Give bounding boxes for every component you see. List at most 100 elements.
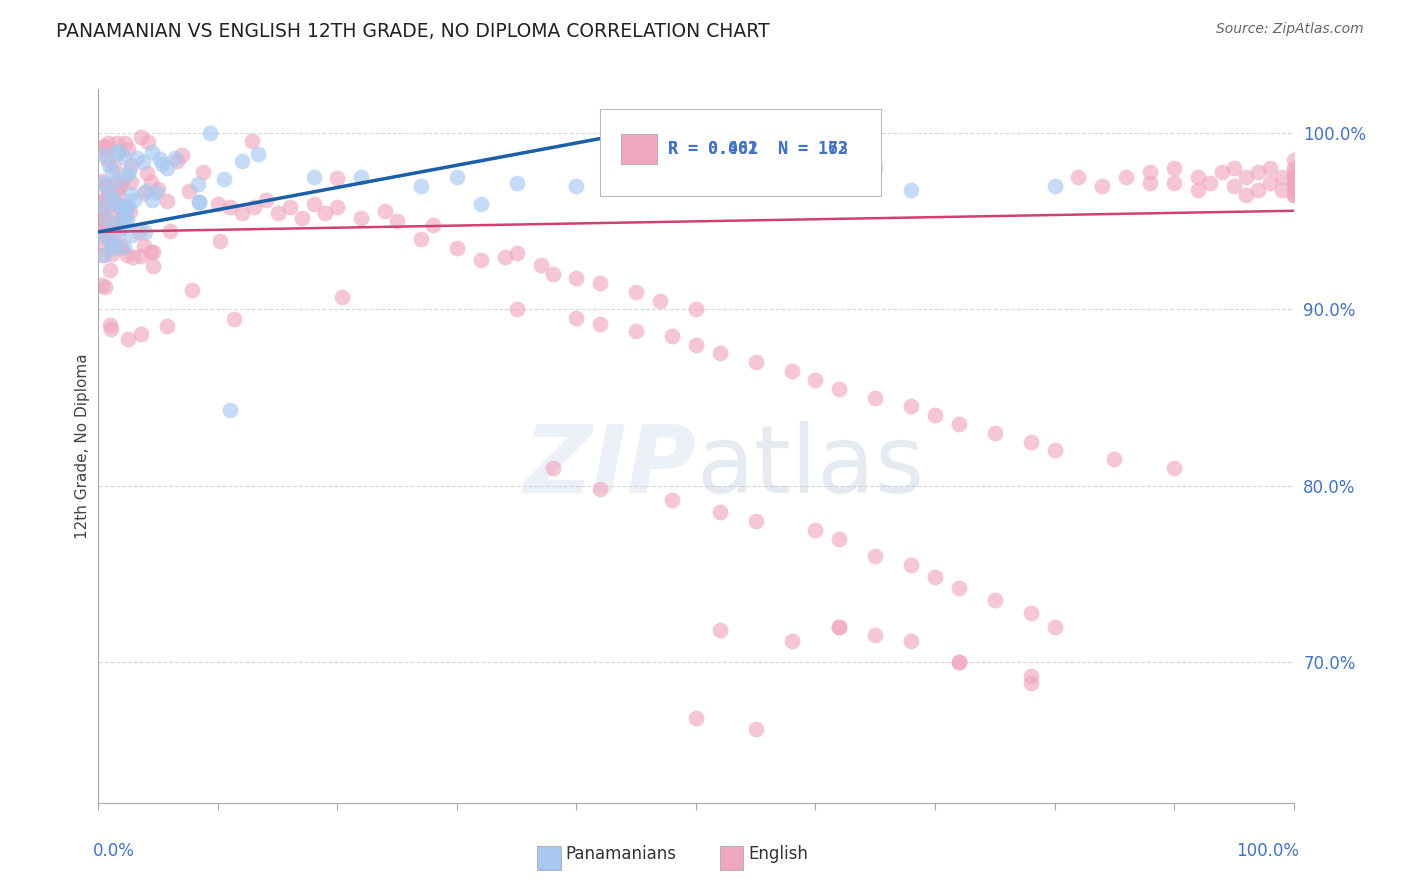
- Point: [191, 165, 214, 179]
- Point: [114, 213, 136, 227]
- Point: [114, 136, 136, 150]
- Text: PANAMANIAN VS ENGLISH 12TH GRADE, NO DIPLOMA CORRELATION CHART: PANAMANIAN VS ENGLISH 12TH GRADE, NO DIP…: [56, 22, 770, 41]
- Point: [141, 145, 163, 160]
- Point: [117, 332, 139, 346]
- Point: [948, 417, 970, 431]
- Point: [804, 179, 827, 194]
- Point: [120, 158, 142, 172]
- Point: [948, 655, 970, 669]
- Point: [1247, 165, 1270, 179]
- Point: [98, 318, 121, 333]
- Point: [117, 199, 139, 213]
- Point: [589, 482, 612, 496]
- Point: [91, 204, 114, 219]
- Point: [411, 179, 433, 194]
- FancyBboxPatch shape: [600, 109, 882, 196]
- Point: [117, 142, 139, 156]
- Y-axis label: 12th Grade, No Diploma: 12th Grade, No Diploma: [75, 353, 90, 539]
- Point: [685, 711, 707, 725]
- Point: [1258, 161, 1281, 176]
- Point: [103, 160, 125, 174]
- Point: [565, 311, 588, 326]
- Point: [1019, 669, 1042, 683]
- Point: [101, 241, 124, 255]
- Point: [446, 170, 468, 185]
- Point: [159, 224, 181, 238]
- Point: [745, 514, 768, 528]
- Point: [1043, 443, 1066, 458]
- Point: [101, 164, 124, 178]
- Point: [1282, 183, 1305, 197]
- Point: [254, 193, 277, 207]
- Point: [155, 161, 177, 175]
- Point: [900, 183, 922, 197]
- Point: [91, 174, 114, 188]
- Point: [103, 191, 125, 205]
- Point: [1187, 183, 1209, 197]
- Point: [278, 200, 301, 214]
- Point: [94, 219, 117, 234]
- Point: [122, 193, 145, 207]
- Point: [172, 148, 194, 162]
- Point: [91, 212, 114, 227]
- Point: [142, 244, 165, 259]
- Point: [139, 244, 162, 259]
- Point: [100, 197, 122, 211]
- Text: atlas: atlas: [696, 421, 924, 514]
- Point: [118, 203, 141, 218]
- Point: [111, 209, 134, 223]
- Point: [105, 174, 128, 188]
- Point: [166, 154, 188, 169]
- Point: [93, 229, 115, 244]
- Point: [1223, 161, 1246, 176]
- Point: [141, 175, 163, 189]
- Point: [148, 182, 170, 196]
- Point: [326, 200, 349, 214]
- Point: [1282, 170, 1305, 185]
- Point: [91, 141, 114, 155]
- Point: [1104, 452, 1126, 467]
- Point: [200, 126, 222, 140]
- Point: [865, 628, 887, 642]
- Point: [93, 248, 115, 262]
- Point: [125, 152, 148, 166]
- Point: [709, 346, 731, 360]
- Point: [231, 154, 253, 169]
- Point: [96, 152, 118, 166]
- Point: [350, 211, 373, 225]
- Point: [91, 225, 114, 239]
- Point: [121, 228, 143, 243]
- Point: [134, 186, 156, 200]
- Point: [648, 293, 672, 308]
- Point: [900, 633, 922, 648]
- Text: ZIP: ZIP: [523, 421, 696, 514]
- Point: [131, 249, 153, 263]
- Point: [626, 285, 648, 299]
- Point: [145, 186, 167, 200]
- Point: [446, 241, 468, 255]
- Point: [1234, 170, 1257, 185]
- Point: [924, 570, 946, 584]
- Point: [780, 364, 803, 378]
- Point: [132, 155, 155, 169]
- Point: [136, 135, 159, 149]
- Point: [541, 461, 564, 475]
- Point: [94, 217, 117, 231]
- Point: [110, 215, 132, 229]
- Point: [1282, 165, 1305, 179]
- Point: [828, 532, 851, 546]
- Point: [231, 205, 253, 219]
- Point: [93, 280, 115, 294]
- Point: [112, 150, 135, 164]
- Point: [302, 196, 325, 211]
- Point: [117, 248, 139, 262]
- Point: [685, 337, 707, 351]
- Point: [1282, 170, 1305, 185]
- Point: [120, 175, 142, 189]
- Point: [865, 391, 887, 405]
- Point: [865, 549, 887, 563]
- Point: [709, 176, 731, 190]
- Point: [91, 194, 114, 209]
- Point: [93, 148, 115, 162]
- Point: [186, 178, 208, 192]
